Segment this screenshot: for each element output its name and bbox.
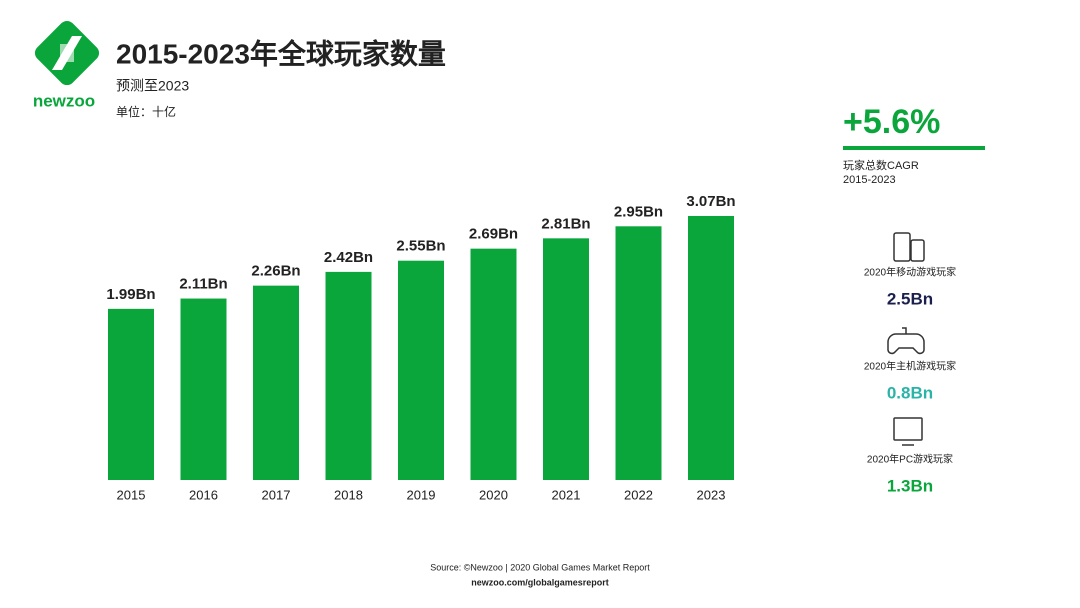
source-url: newzoo.com/globalgamesreport [471, 577, 609, 587]
cagr-label: 玩家总数CAGR [843, 158, 919, 172]
stat-label: 2020年移动游戏玩家 [864, 266, 956, 279]
unit-label: 单位：十亿 [116, 104, 176, 119]
x-tick-label: 2016 [189, 487, 218, 502]
stat-value: 1.3Bn [887, 476, 933, 495]
x-tick-label: 2021 [552, 487, 581, 502]
logo-mark [34, 20, 100, 86]
cagr-value: +5.6% [843, 103, 940, 141]
chart-title: 2015-2023年全球玩家数量 [116, 37, 446, 69]
x-tick-label: 2018 [334, 487, 363, 502]
bar [180, 298, 227, 480]
x-tick-label: 2022 [624, 487, 653, 502]
bar [108, 308, 154, 480]
chart-subtitle: 预测至2023 [116, 78, 189, 94]
bar [543, 238, 589, 480]
stat-label: 2020年主机游戏玩家 [864, 360, 956, 373]
x-tick-label: 2017 [262, 487, 291, 502]
bar [253, 285, 299, 480]
bar [325, 271, 372, 480]
value-label: 2.55Bn [396, 238, 445, 255]
stat-label: 2020年PC游戏玩家 [867, 453, 953, 466]
value-label: 3.07Bn [686, 193, 735, 210]
x-tick-label: 2020 [479, 487, 508, 502]
icons [887, 232, 925, 446]
value-label: 2.11Bn [179, 276, 227, 293]
value-label: 2.69Bn [469, 226, 518, 243]
source: Source: ©Newzoo | 2020 Global Games Mark… [430, 562, 650, 572]
bar [470, 248, 517, 480]
stat-value: 0.8Bn [887, 383, 933, 402]
bar [398, 260, 444, 480]
bar [688, 215, 734, 481]
value-label: 2.42Bn [324, 249, 373, 266]
logo-text: newzoo [33, 91, 95, 110]
cagr-underline [843, 146, 985, 150]
x-tick-label: 2019 [407, 487, 436, 502]
stat-value: 2.5Bn [887, 289, 933, 308]
value-label: 2.26Bn [251, 263, 300, 280]
value-label: 2.81Bn [541, 215, 590, 232]
bar [615, 226, 662, 480]
cagr-period: 2015-2023 [843, 174, 896, 186]
x-tick-label: 2015 [117, 487, 146, 502]
x-tick-label: 2023 [697, 487, 726, 502]
value-label: 1.99Bn [106, 286, 155, 303]
value-label: 2.95Bn [614, 203, 663, 220]
